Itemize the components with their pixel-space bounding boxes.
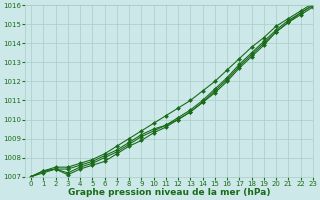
X-axis label: Graphe pression niveau de la mer (hPa): Graphe pression niveau de la mer (hPa) <box>68 188 270 197</box>
